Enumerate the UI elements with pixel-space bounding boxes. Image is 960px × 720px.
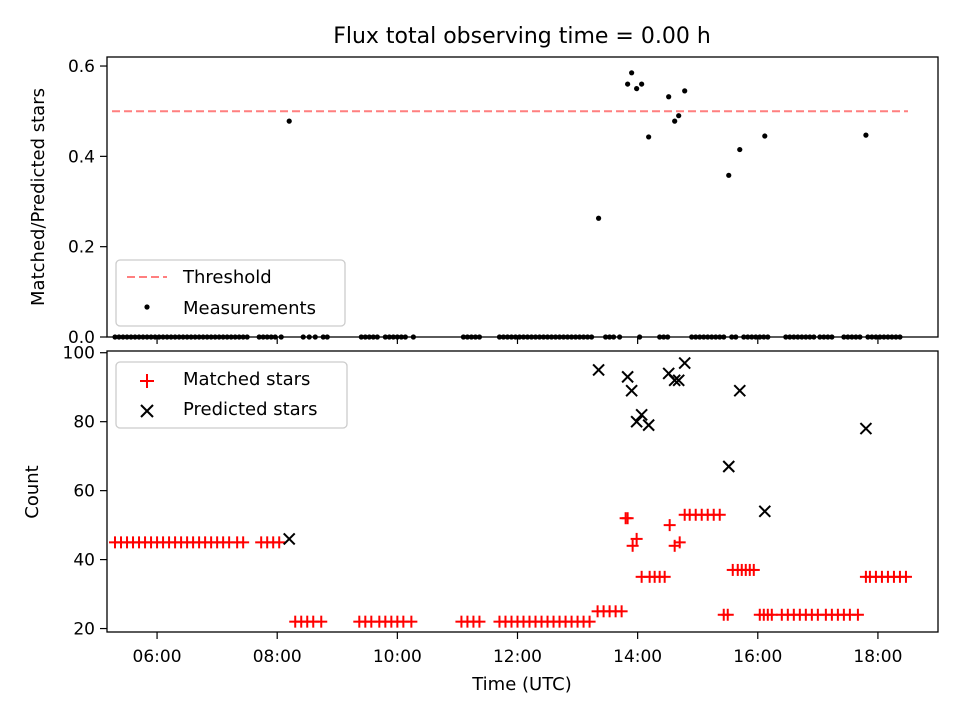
legend-matched-swatch	[140, 374, 154, 388]
matched-star-point	[663, 519, 676, 532]
measurement-point	[672, 118, 678, 124]
predicted-star-point	[592, 363, 605, 377]
matched-star-point	[899, 570, 912, 583]
matched-star-point	[237, 536, 250, 549]
legend-predicted-label: Predicted stars	[183, 399, 317, 420]
bottom-panel: 20 40 60 80 100 06:00 08:00 10:00 12:00 14:00 16:…	[22, 344, 939, 695]
matched-star-point	[747, 563, 760, 576]
predicted-star-point	[642, 418, 655, 432]
top-legend: Threshold Measurements	[115, 259, 346, 327]
predicted-star-point	[733, 384, 746, 397]
predicted-star-point	[668, 374, 681, 387]
predicted-star-point	[283, 532, 296, 546]
bottom-axes-frame	[106, 350, 939, 633]
matched-star-point	[713, 508, 726, 521]
predicted-star-point	[722, 460, 735, 473]
measurement-point	[634, 86, 640, 92]
legend-predicted-swatch	[140, 404, 154, 418]
measurement-point	[595, 215, 602, 221]
predicted-star-point	[625, 384, 638, 397]
matched-star-point	[473, 615, 486, 628]
bottom-x-ticks: 06:00 08:00 10:00 12:00 14:00 16:00 18:00	[133, 632, 902, 667]
top-legend-box	[115, 259, 346, 327]
matched-star-point	[405, 615, 418, 628]
matched-star-point	[765, 608, 778, 621]
x-tick-label: 18:00	[853, 647, 902, 667]
predicted-star-point	[758, 505, 771, 518]
measurement-point	[629, 70, 635, 76]
x-tick-label: 06:00	[133, 647, 182, 667]
matched-star-point	[615, 605, 628, 618]
predicted-star-point	[621, 370, 634, 384]
predicted-star-point	[635, 408, 648, 421]
chart-title: Flux total observing time = 0.00 h	[333, 24, 711, 49]
legend-measurements-label: Measurements	[183, 298, 316, 319]
matched-star-point	[621, 512, 634, 525]
predicted-star-point	[630, 415, 643, 428]
bottom-y-ticks: 20 40 60 80 100	[63, 344, 107, 640]
top-y-tick-label: 0.0	[68, 328, 95, 348]
bottom-y-tick-label: 100	[63, 344, 95, 364]
x-tick-label: 10:00	[373, 647, 422, 667]
matched-star-point	[851, 608, 864, 621]
measurement-point	[666, 94, 672, 100]
top-y-tick-label: 0.4	[68, 147, 95, 167]
matched-star-point	[658, 570, 671, 583]
measurement-point	[625, 81, 631, 87]
measurement-point	[737, 146, 743, 153]
measurement-point	[286, 118, 292, 124]
x-tick-label: 16:00	[733, 647, 782, 667]
x-axis-label: Time (UTC)	[471, 674, 572, 695]
matched-star-point	[626, 539, 639, 552]
measurement-point	[682, 88, 688, 94]
measurement-point	[639, 81, 645, 87]
measurement-point	[646, 134, 652, 140]
bottom-legend: Matched stars Predicted stars	[115, 361, 348, 429]
x-tick-label: 08:00	[253, 647, 302, 667]
predicted-star-point	[859, 422, 873, 435]
legend-matched-label: Matched stars	[183, 369, 310, 390]
matched-star-point	[315, 615, 328, 628]
legend-measurements-swatch	[144, 304, 150, 310]
bottom-y-tick-label: 20	[73, 620, 95, 640]
matched-star-point	[673, 536, 686, 549]
predicted-star-point	[678, 356, 691, 370]
top-y-tick-label: 0.6	[68, 57, 95, 77]
bottom-y-axis-label: Count	[22, 465, 43, 518]
bottom-y-tick-label: 60	[73, 482, 95, 502]
measurement-point	[676, 113, 682, 119]
matched-star-point	[583, 615, 596, 628]
bottom-y-tick-label: 40	[73, 551, 95, 571]
matched-star-point	[630, 532, 643, 545]
top-x-ticks	[156, 337, 879, 344]
x-tick-label: 12:00	[493, 647, 542, 667]
top-panel: 0.0 0.2 0.4 0.6 Matched/Predicted stars Thr…	[28, 56, 939, 348]
measurement-point	[762, 133, 768, 139]
legend-threshold-label: Threshold	[182, 267, 272, 288]
top-y-tick-label: 0.2	[68, 238, 95, 258]
top-axes-frame	[106, 56, 939, 338]
matched-star-point	[273, 536, 286, 549]
measurement-point	[863, 132, 869, 138]
top-y-ticks: 0.0 0.2 0.4 0.6	[68, 57, 107, 348]
bottom-legend-box	[115, 361, 348, 429]
bottom-plot-area	[109, 356, 912, 628]
predicted-star-point	[672, 374, 685, 387]
top-y-axis-label: Matched/Predicted stars	[28, 88, 49, 306]
matched-star-point	[721, 608, 734, 621]
bottom-y-tick-label: 80	[73, 413, 95, 433]
x-tick-label: 14:00	[613, 647, 662, 667]
measurement-point	[726, 172, 732, 178]
